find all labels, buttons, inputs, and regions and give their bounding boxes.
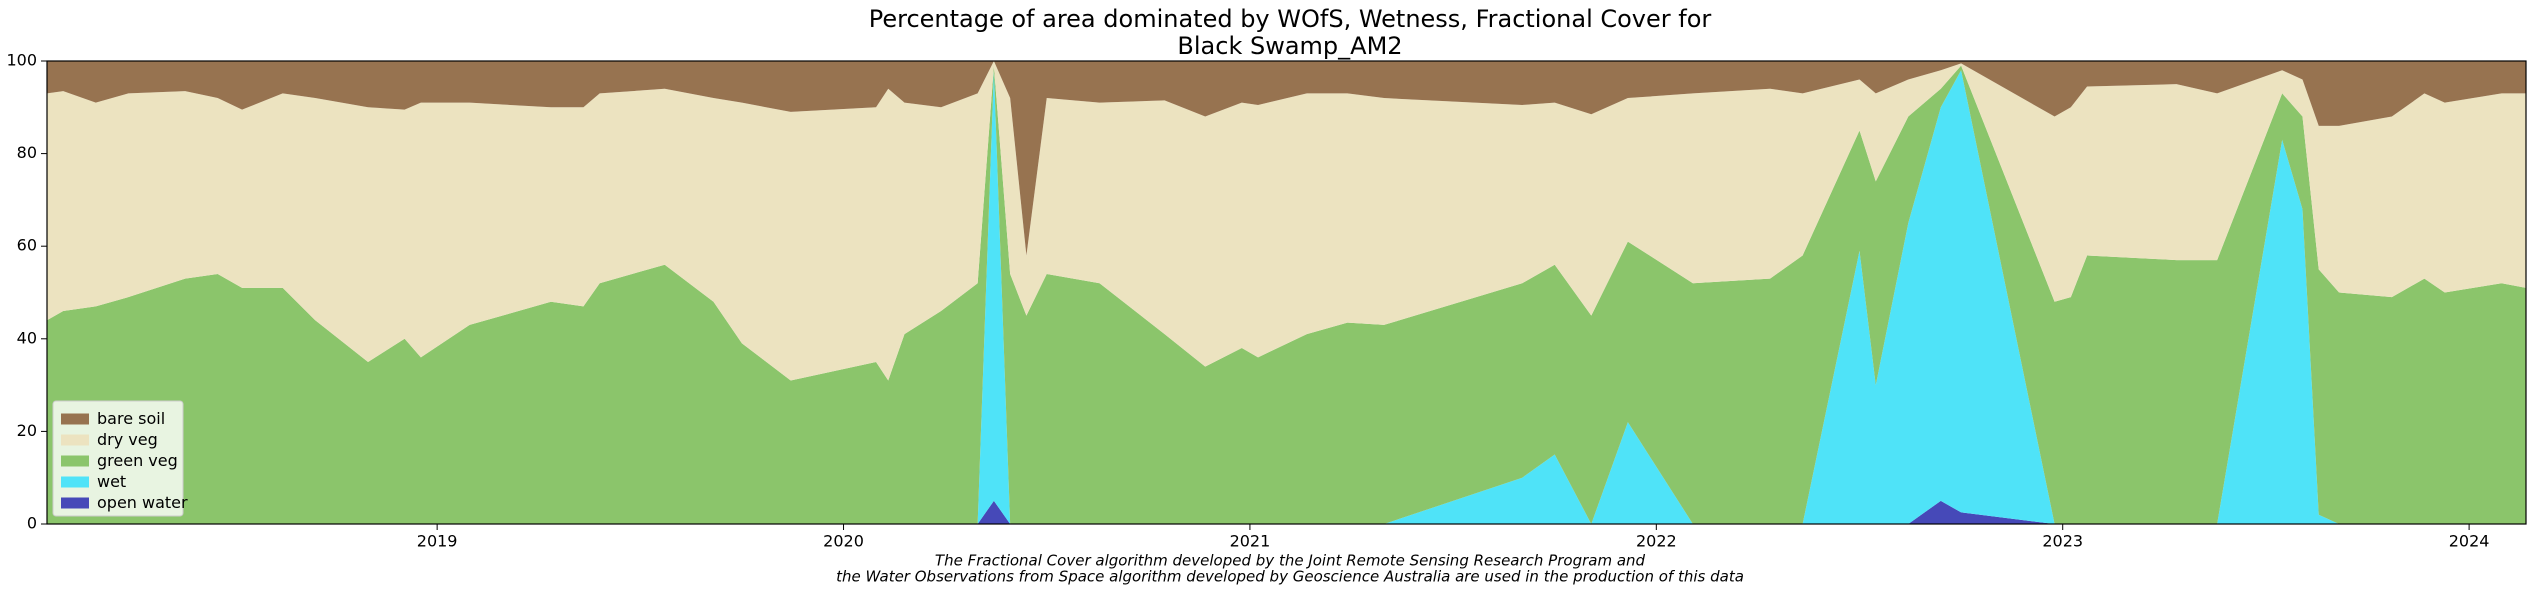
legend-swatch — [61, 476, 89, 488]
y-tick-label: 60 — [17, 236, 37, 255]
x-tick-label: 2019 — [417, 532, 458, 551]
x-tick-label: 2022 — [1636, 532, 1677, 551]
x-tick-label: 2021 — [1230, 532, 1271, 551]
legend-label: bare soil — [97, 409, 165, 428]
legend-swatch — [61, 413, 89, 425]
y-tick-label: 100 — [6, 51, 37, 70]
x-tick-label: 2024 — [2449, 532, 2490, 551]
legend-label: wet — [97, 472, 126, 491]
x-tick-label: 2020 — [823, 532, 864, 551]
y-tick-label: 80 — [17, 143, 37, 162]
x-tick-label: 2023 — [2042, 532, 2083, 551]
footnote: The Fractional Cover algorithm developed… — [935, 552, 1646, 570]
area — [47, 61, 2526, 381]
legend-swatch — [61, 497, 89, 509]
y-tick-label: 20 — [17, 421, 37, 440]
y-tick-label: 0 — [27, 514, 37, 533]
legend-label: dry veg — [97, 430, 158, 449]
legend-label: green veg — [97, 451, 178, 470]
area — [47, 65, 2526, 524]
legend-swatch — [61, 455, 89, 467]
chart-title: Percentage of area dominated by WOfS, We… — [869, 5, 1712, 33]
footnote: the Water Observations from Space algori… — [836, 568, 1744, 586]
y-tick-label: 40 — [17, 328, 37, 347]
plot-frame — [46, 60, 2527, 525]
area — [47, 70, 2526, 524]
chart-title: Black Swamp_AM2 — [1177, 32, 1402, 60]
legend-label: open water — [97, 493, 188, 512]
legend-swatch — [61, 434, 89, 446]
area — [47, 61, 2526, 256]
